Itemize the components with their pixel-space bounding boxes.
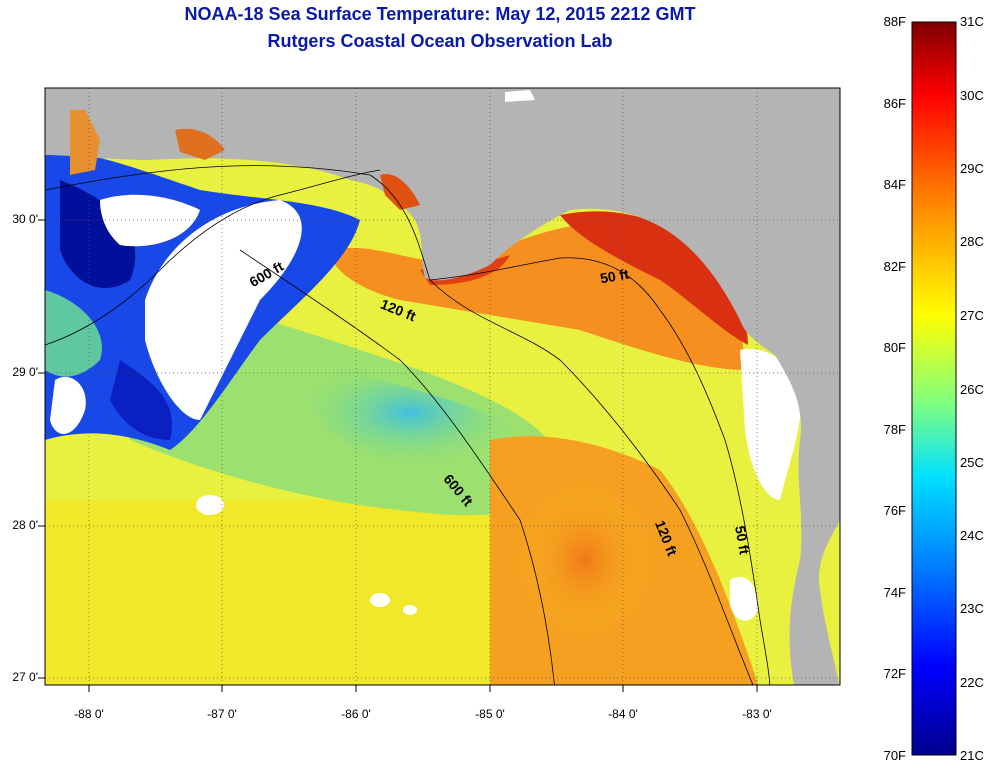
- colorbar-f-label: 78F: [883, 422, 906, 437]
- colorbar-f-label: 86F: [883, 96, 906, 111]
- map-field: [45, 88, 840, 685]
- colorbar-c-label: 31C: [960, 14, 984, 29]
- lon-label-87: -87 0': [207, 707, 237, 721]
- lon-label-85: -85 0': [475, 707, 505, 721]
- axis-ticks: [38, 219, 758, 692]
- cloud-mass-west: [50, 376, 86, 434]
- colorbar-f-label: 72F: [883, 666, 906, 681]
- colorbar-scale: [911, 21, 957, 756]
- cloud-mass-southeast: [730, 576, 759, 621]
- colorbar-c-label: 28C: [960, 234, 984, 249]
- ocean-warm-core: [515, 480, 655, 640]
- ocean-cold-core: [60, 180, 136, 289]
- cloud-puff-3: [403, 605, 417, 615]
- lat-label-27: 27 0': [12, 670, 38, 684]
- colorbar-c-label: 27C: [960, 308, 984, 323]
- contour-600ft-south: [239, 249, 555, 685]
- colorbar-f-label: 70F: [883, 748, 906, 763]
- ocean-south-yellow: [45, 500, 505, 685]
- cloud-puff-2: [370, 593, 390, 607]
- colorbar-c-label: 24C: [960, 528, 984, 543]
- land-mass: [45, 88, 840, 685]
- colorbar-c-label: 30C: [960, 88, 984, 103]
- colorbar-c-label: 26C: [960, 382, 984, 397]
- colorbar-f-label: 88F: [883, 14, 906, 29]
- graticule: [45, 88, 840, 685]
- inland-cloud: [505, 90, 535, 102]
- lon-label-88: -88 0': [74, 707, 104, 721]
- choctaw-bay-warm: [380, 174, 420, 210]
- cloud-mass-east: [740, 349, 801, 500]
- cloud-mass-north: [100, 194, 200, 247]
- map-title-line1: NOAA-18 Sea Surface Temperature: May 12,…: [184, 4, 696, 24]
- ocean-cold-patch: [110, 360, 172, 440]
- plot-frame: [44, 87, 841, 686]
- lon-label-86: -86 0': [341, 707, 371, 721]
- colorbar-f-label: 82F: [883, 259, 906, 274]
- colorbar-c-label: 22C: [960, 675, 984, 690]
- map-title-line2: Rutgers Coastal Ocean Observation Lab: [267, 31, 613, 51]
- colorbar-f-label: 74F: [883, 585, 906, 600]
- contour-600ft-north: [45, 169, 381, 346]
- lon-label-84: -84 0': [608, 707, 638, 721]
- lat-label-30: 30 0': [12, 212, 38, 226]
- lat-label-29: 29 0': [12, 365, 38, 379]
- ocean-hot-nearshore: [560, 211, 748, 345]
- cloud-puff-1: [196, 495, 224, 515]
- lon-label-83: -83 0': [742, 707, 772, 721]
- lat-label-28: 28 0': [12, 518, 38, 532]
- mobile-bay-warm: [70, 110, 100, 175]
- colorbar-c-label: 21C: [960, 748, 984, 763]
- cloud-mass-main: [145, 200, 302, 420]
- colorbar-f-label: 80F: [883, 340, 906, 355]
- colorbar-f-label: 84F: [883, 177, 906, 192]
- contour-50ft: [429, 257, 771, 685]
- colorbar-c-label: 29C: [960, 161, 984, 176]
- contour-120ft: [45, 165, 754, 685]
- colorbar-c-label: 23C: [960, 601, 984, 616]
- pensacola-bay-warm: [175, 128, 225, 160]
- colorbar-f-label: 76F: [883, 503, 906, 518]
- colorbar-c-label: 25C: [960, 455, 984, 470]
